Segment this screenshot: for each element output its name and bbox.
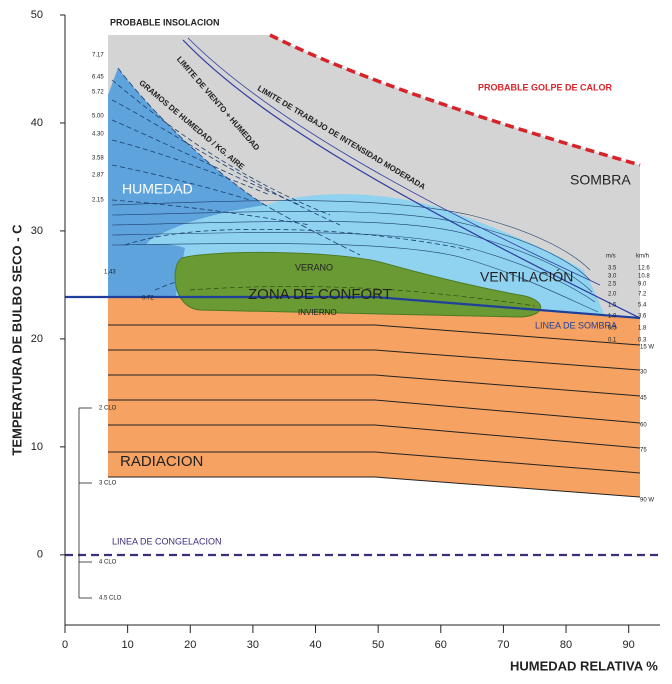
x-tick-label: 60 <box>435 639 447 651</box>
x-tick-label: 20 <box>184 639 196 651</box>
annotation: VENTILACIÓN <box>480 269 573 285</box>
wind-label: 9.0 <box>638 282 647 288</box>
humidity-label: 7.17 <box>92 53 104 59</box>
y-tick-label: 30 <box>31 225 43 237</box>
comfort-curve <box>189 286 536 307</box>
radiation-label: 30 <box>640 370 647 376</box>
radiation-label: 75 <box>640 448 647 454</box>
gramos-line <box>117 67 361 256</box>
heat-stroke-line <box>269 33 641 167</box>
wind-label: 12.6 <box>638 266 650 272</box>
humidity-label: 5.00 <box>92 114 104 120</box>
x-tick-label: 0 <box>62 639 68 651</box>
wind-label: 3.6 <box>638 314 647 320</box>
humidity-label: 2.87 <box>92 173 104 179</box>
wind-header: km/h <box>636 254 649 260</box>
clo-label: 4 CLO <box>99 560 117 566</box>
radiation-zone <box>108 297 640 497</box>
annotation: INVIERNO <box>298 308 337 317</box>
wind-label: 3.5 <box>608 266 617 272</box>
humidity-label: 6.45 <box>92 75 104 81</box>
ventilation-curves <box>111 200 599 313</box>
clo-label: 4.5 CLO <box>99 596 122 602</box>
annotation: VERANO <box>295 262 333 272</box>
humidity-label: 1.43 <box>104 270 116 276</box>
y-tick-label: 50 <box>31 9 43 21</box>
x-tick-label: 50 <box>372 639 384 651</box>
annotation: LINEA DE CONGELACION <box>112 536 222 546</box>
radiation-lines <box>108 324 641 498</box>
humidity-label: 4.30 <box>92 132 104 138</box>
clo-label: 2 CLO <box>99 406 117 412</box>
comfort-zone <box>174 251 541 318</box>
radiation-label: 60 <box>640 423 647 429</box>
x-tick-label: 10 <box>122 639 134 651</box>
annotation: PROBABLE INSOLACION <box>110 17 220 27</box>
wind-label: 1.8 <box>638 326 647 332</box>
humidity-label: 0.72 <box>142 296 154 302</box>
annotation: ZONA DE CONFORT <box>248 286 392 303</box>
wind-label: 2.5 <box>608 282 617 288</box>
annotation: HUMEDAD <box>122 181 193 197</box>
clo-scale <box>78 407 92 599</box>
x-tick-label: 80 <box>560 639 572 651</box>
x-tick-label: 30 <box>247 639 259 651</box>
shade-line <box>65 295 641 320</box>
wind-label: 1.5 <box>608 303 617 309</box>
x-axis-label: HUMEDAD RELATIVA % <box>510 658 658 673</box>
wind-label: 1.0 <box>608 314 617 320</box>
humidity-label: 3.58 <box>92 156 104 162</box>
x-tick-label: 70 <box>497 639 509 651</box>
clo-label: 3 CLO <box>99 481 117 487</box>
wind-label: 0.3 <box>638 338 647 344</box>
wind-label: 2.0 <box>608 292 617 298</box>
radiation-label: 45 <box>640 396 647 402</box>
humidity-zone-low <box>115 244 185 300</box>
y-tick-label: 10 <box>31 441 43 453</box>
y-tick-label: 0 <box>37 549 43 561</box>
wind-label: 0.5 <box>608 326 617 332</box>
wind-label: 3.0 <box>608 274 617 280</box>
radiation-label: 15 W <box>640 345 654 351</box>
x-tick-label: 40 <box>309 639 321 651</box>
annotation: PROBABLE GOLPE DE CALOR <box>478 82 613 92</box>
wind-label: 10.8 <box>638 274 650 280</box>
annotation: LINEA DE SOMBRA <box>535 320 617 330</box>
humidity-label: 5.72 <box>92 90 104 96</box>
wind-label: 7.2 <box>638 292 647 298</box>
y-axis-label: TEMPERATURA DE BULBO SECO - C <box>9 224 24 456</box>
x-tick-label: 90 <box>623 639 635 651</box>
annotation: RADIACION <box>120 453 203 470</box>
annotation: SOMBRA <box>570 172 631 188</box>
wind-label: 5.4 <box>638 303 647 309</box>
wind-header: m/s <box>606 254 616 260</box>
radiation-label: 90 W <box>640 498 654 504</box>
y-tick-label: 40 <box>31 117 43 129</box>
wind-limit-line <box>182 39 641 319</box>
wind-label: 0.1 <box>608 338 617 344</box>
y-tick-label: 20 <box>31 333 43 345</box>
humidity-label: 2.15 <box>92 198 104 204</box>
work-limit-line <box>187 37 601 286</box>
